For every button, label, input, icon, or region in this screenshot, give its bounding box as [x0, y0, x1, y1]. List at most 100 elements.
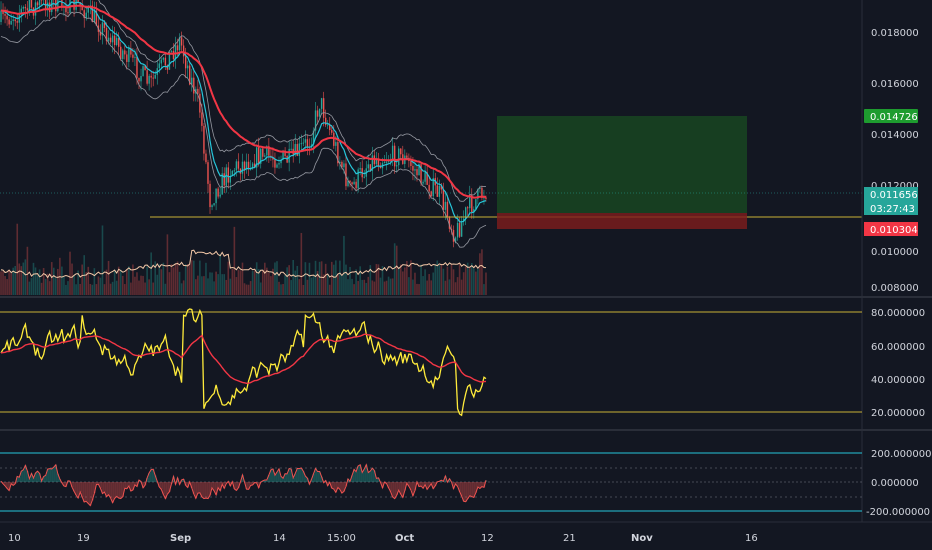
cci-fill-bar — [119, 482, 122, 499]
cci-fill-bar — [89, 482, 92, 506]
candle-body — [377, 159, 380, 166]
volume-bar — [397, 267, 400, 295]
volume-bar — [276, 261, 278, 295]
volume-bar — [111, 281, 114, 295]
candle-body — [306, 139, 309, 147]
stop-loss-zone[interactable] — [497, 213, 747, 229]
volume-bar — [272, 268, 274, 295]
time-axis[interactable]: 10 19 Sep 14 15:00 Oct 12 21 Nov 16 — [8, 533, 758, 544]
cci-fill-bar — [336, 482, 340, 488]
candle-body — [4, 14, 6, 16]
volume-bar — [182, 280, 185, 295]
cci-axis[interactable]: 200.000000 0.000000 -200.000000 — [866, 449, 931, 518]
candle-body — [77, 0, 79, 3]
candle-body — [237, 161, 240, 169]
cci-fill-bar — [267, 474, 271, 482]
rsi-pane[interactable] — [0, 308, 862, 417]
volume-bar — [326, 274, 329, 295]
volume-bar — [355, 269, 357, 295]
cci-fill-bar — [318, 471, 321, 482]
cci-fill-bar — [109, 482, 112, 498]
candle-body — [343, 163, 345, 168]
cci-fill-bar — [127, 482, 131, 487]
cci-fill-bar — [237, 482, 240, 488]
volume-bar — [298, 279, 301, 295]
volume-bar — [119, 269, 122, 295]
candle-body — [235, 161, 238, 171]
candle-body — [367, 164, 369, 169]
candle-body — [148, 75, 150, 84]
candle-body — [351, 182, 353, 185]
volume-bar — [55, 278, 57, 295]
volume-bar — [420, 264, 422, 295]
candle-body — [412, 165, 414, 171]
volume-bar — [454, 282, 457, 295]
time-label: Sep — [170, 533, 191, 544]
cci-fill-bar — [342, 482, 346, 492]
volume-bar — [192, 260, 195, 295]
target-price-label: 0.014726 — [870, 112, 918, 123]
candle-body — [266, 146, 268, 156]
volume-bar — [286, 267, 288, 295]
cci-fill-bar — [204, 482, 208, 499]
cci-fill-bar — [81, 482, 84, 498]
volume-bar — [32, 262, 35, 295]
cci-pane[interactable] — [0, 452, 862, 512]
cci-line — [0, 463, 487, 507]
candle-body — [65, 5, 67, 13]
volume-bar — [28, 281, 31, 295]
volume-bar — [391, 278, 394, 295]
price-pane[interactable] — [0, 0, 862, 295]
candle-body — [227, 167, 229, 183]
candle-body — [217, 188, 219, 197]
volume-bar — [253, 270, 256, 295]
cci-fill-bar — [434, 482, 437, 486]
candle-body — [109, 37, 112, 43]
volume-bar — [69, 251, 71, 295]
volume-bar — [221, 274, 223, 295]
cci-fill-bar — [277, 468, 281, 482]
volume-bar — [105, 269, 108, 295]
volume-bar — [121, 275, 124, 295]
volume-bar — [172, 267, 175, 295]
cci-fill-bar — [148, 473, 151, 482]
candle-body — [134, 56, 136, 58]
cci-fill-bar — [304, 476, 307, 482]
rsi-axis[interactable]: 80.000000 60.000000 40.000000 20.000000 — [871, 308, 925, 419]
time-label: 10 — [8, 533, 21, 544]
time-label: 21 — [563, 533, 576, 544]
candle-body — [258, 147, 260, 164]
countdown-label: 03:27:43 — [870, 204, 915, 215]
candle-body — [369, 164, 372, 171]
candle-body — [24, 6, 27, 9]
volume-bar — [485, 272, 487, 295]
price-axis[interactable]: 0.018000 0.016000 0.014000 0.012000 0.01… — [871, 28, 919, 294]
cci-fill-bar — [263, 479, 267, 482]
candle-body — [231, 170, 234, 176]
cci-fill-bar — [113, 482, 116, 499]
volume-bar — [146, 266, 148, 295]
stop-price-badge: 0.010304 — [864, 222, 918, 236]
volume-bar — [138, 280, 140, 295]
cci-fill-bar — [440, 480, 443, 482]
candle-body — [146, 70, 148, 84]
cci-fill-bar — [215, 482, 218, 495]
candle-body — [229, 175, 232, 183]
volume-bar — [8, 270, 10, 295]
candle-body — [452, 229, 455, 242]
volume-bar — [375, 263, 378, 295]
candle-body — [193, 77, 195, 94]
volume-bar — [264, 262, 266, 295]
volume-bar — [199, 260, 201, 295]
candle-body — [333, 132, 335, 146]
candle-body — [144, 66, 146, 71]
candle-body — [349, 180, 351, 183]
candle-body — [199, 93, 201, 113]
candle-body — [304, 139, 307, 143]
candle-body — [170, 50, 173, 52]
profit-target-zone[interactable] — [497, 116, 747, 213]
last-price-label: 0.011656 — [870, 190, 918, 201]
volume-bar — [448, 279, 451, 295]
volume-bar — [142, 275, 144, 295]
